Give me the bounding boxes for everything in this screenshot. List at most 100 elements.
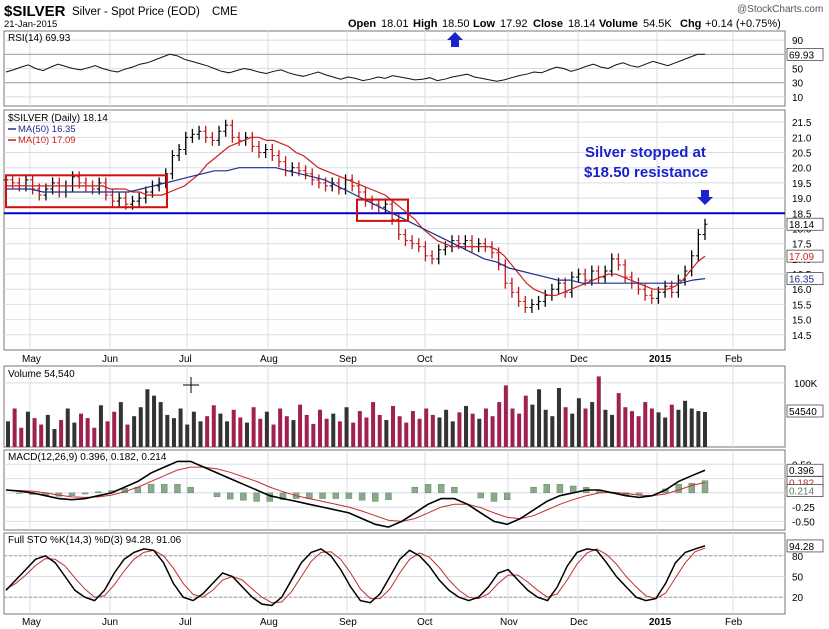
macd-histogram-bar [688, 482, 696, 494]
volume-bar [464, 405, 469, 447]
month-label: May [22, 354, 41, 365]
month-label: Sep [339, 354, 357, 365]
rsi-line [5, 53, 705, 82]
volume-bar [636, 416, 641, 447]
volume-bar [258, 418, 263, 447]
volume-bar [118, 402, 123, 447]
volume-bar [238, 417, 243, 447]
macd-histogram-bar [424, 484, 432, 494]
ma10-legend: MA(10) 17.09 [18, 135, 76, 146]
down-arrow-icon [697, 190, 713, 205]
macd-histogram-bar [385, 492, 392, 500]
volume-bar [503, 385, 508, 447]
overlay-annotations: Silver stopped at $18.50 resistance [183, 32, 713, 393]
volume-bar [576, 398, 581, 447]
macd-histogram-bar [147, 484, 155, 494]
annotation-line-1: Silver stopped at [585, 144, 706, 161]
month-label-bottom: Sep [339, 617, 357, 628]
volume-bar [377, 414, 382, 447]
macd-histogram-bar [187, 486, 194, 494]
volume-bar [138, 407, 143, 447]
value-tag-text: 0.396 [789, 466, 814, 477]
value-tag-text: 94.28 [789, 542, 814, 553]
macd-histogram-bar [451, 486, 458, 494]
volume-bar [689, 408, 694, 447]
volume-bar [251, 407, 256, 447]
volume-bar [331, 413, 336, 447]
rsi-tick-label: 90 [792, 36, 804, 47]
macd-histogram-bar [227, 492, 234, 500]
volume-bar [125, 424, 130, 447]
stochastic-k-line [5, 545, 706, 607]
value-tag [786, 47, 824, 61]
volume-bar [357, 411, 362, 447]
volume-title: Volume 54,540 [8, 369, 75, 380]
month-label: Oct [417, 354, 433, 365]
volume-bar [590, 402, 595, 447]
month-label-bottom: Jun [102, 617, 118, 628]
value-tag [786, 539, 824, 553]
price-tick-label: 14.5 [792, 331, 812, 342]
annotation-line-2: $18.50 resistance [584, 164, 708, 181]
stochastic-tick-label: 20 [792, 593, 804, 604]
volume-bar [132, 416, 137, 447]
price-tick-label: 20.0 [792, 164, 812, 175]
macd-histogram-bar [358, 492, 366, 501]
month-label: Feb [725, 354, 743, 365]
macd-line [5, 460, 706, 528]
volume-bar [85, 418, 90, 447]
ma50-legend: MA(50) 16.35 [18, 124, 76, 135]
volume-bar [218, 413, 223, 447]
month-label-bottom: Feb [725, 617, 743, 628]
volume-bar [92, 427, 97, 447]
price-tick-label: 17.5 [792, 240, 812, 251]
volume-bar [105, 421, 110, 447]
price-tick-label: 21.0 [792, 133, 812, 144]
volume-bar [603, 409, 608, 447]
volume-bar [676, 409, 681, 447]
chg-value: +0.14 (+0.75%) [705, 18, 781, 30]
month-label-bottom: Dec [570, 617, 588, 628]
value-tag-text: 54540 [789, 407, 817, 418]
volume-bar [39, 424, 44, 447]
volume-bar [185, 424, 190, 447]
month-label: Jul [179, 354, 192, 365]
volume-bar [424, 408, 429, 447]
value-tag-text: 16.35 [789, 275, 814, 286]
volume-bar [344, 407, 349, 447]
month-label: 2015 [649, 354, 672, 365]
volume-bar [79, 413, 84, 447]
macd-histogram-bar [556, 484, 564, 494]
macd-histogram-bar [701, 480, 709, 494]
volume-bar [391, 405, 396, 447]
macd-tick-label: -0.25 [792, 503, 815, 514]
volume-bar [72, 422, 77, 447]
price-tick-label: 15.0 [792, 316, 812, 327]
month-label: Jun [102, 354, 118, 365]
volume-bar [25, 411, 30, 447]
macd-histogram-bar [174, 484, 181, 494]
macd-histogram-bar [213, 492, 221, 498]
volume-bar [351, 422, 356, 447]
month-label: Aug [260, 354, 278, 365]
low-label: Low [473, 18, 495, 30]
high-value: 18.50 [442, 18, 470, 30]
macd-histogram-bar [438, 484, 445, 494]
month-label-bottom: May [22, 617, 41, 628]
price-tick-label: 18.5 [792, 209, 812, 220]
volume-bar [410, 411, 415, 447]
chart-date: 21-Jan-2015 [4, 19, 57, 30]
volume-bar [556, 387, 561, 447]
price-tick-label: 19.0 [792, 194, 812, 205]
macd-title: MACD(12,26,9) 0.396, 0.182, 0.214 [8, 452, 167, 463]
month-label-bottom: Jul [179, 617, 192, 628]
month-label-bottom: Aug [260, 617, 278, 628]
month-label-bottom: Oct [417, 617, 433, 628]
volume-bar [703, 412, 707, 447]
volume-bar [311, 423, 316, 447]
price-tick-label: 15.5 [792, 300, 812, 311]
up-arrow-icon [447, 32, 463, 47]
macd-histogram-bar [332, 492, 339, 499]
value-tag [786, 484, 824, 497]
